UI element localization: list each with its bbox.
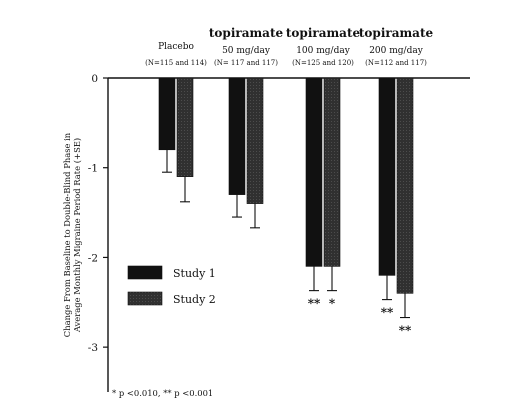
- significance-annotation: **: [381, 306, 394, 320]
- group-n: (N=112 and 117): [365, 59, 427, 67]
- group-n: (N= 117 and 117): [214, 59, 278, 67]
- y-axis-label-line: Average Monthly Migraine Period Rate (+S…: [72, 138, 82, 333]
- y-tick-label: 0: [91, 73, 98, 85]
- footer: * p <0.010, ** p <0.001: [112, 388, 213, 398]
- bars-layer: [158, 77, 414, 294]
- error-bars-layer: [162, 149, 410, 319]
- y-tick-label: -1: [88, 163, 98, 175]
- study-2-bar: [246, 77, 264, 204]
- significance-annotation: *: [329, 297, 336, 311]
- study-1-bar: [378, 77, 396, 276]
- y-tick-label: -2: [88, 252, 98, 264]
- study-2-bar: [323, 77, 341, 267]
- legend: Study 1 Study 2: [127, 265, 216, 306]
- study-2-bar: [176, 77, 194, 177]
- group-title: Placebo: [158, 42, 194, 52]
- group-title: topiramate: [286, 26, 361, 40]
- legend-label-study-2: Study 2: [173, 293, 216, 306]
- significance-annotation: **: [399, 324, 412, 338]
- significance-annotation: **: [308, 297, 321, 311]
- group-subtitle: 200 mg/day: [369, 46, 423, 56]
- legend-label-study-1: Study 1: [173, 267, 216, 280]
- group-n: (N=115 and 114): [145, 59, 207, 67]
- study-1-bar: [228, 77, 246, 195]
- study-1-bar: [158, 77, 176, 151]
- group-subtitle: 100 mg/day: [296, 46, 350, 56]
- group-subtitle: 50 mg/day: [222, 46, 271, 56]
- legend-swatch-study-1: [127, 265, 163, 280]
- y-axis-label: Change From Baseline to Double-Blind Pha…: [62, 132, 82, 337]
- plot-layer: [103, 77, 470, 392]
- group-title: topiramate: [209, 26, 284, 40]
- group-n: (N=125 and 120): [292, 59, 354, 67]
- legend-swatch-study-2: [127, 291, 163, 306]
- study-1-bar: [305, 77, 323, 267]
- y-tick-label: -3: [88, 342, 98, 354]
- group-title: topiramate: [359, 26, 434, 40]
- y-axis-label-line: Change From Baseline to Double-Blind Pha…: [62, 132, 72, 337]
- footnote: * p <0.010, ** p <0.001: [112, 388, 213, 398]
- labels-layer: 0 -1 -2 -3 Change From Baseline to Double-Bl…: [62, 26, 433, 354]
- study-2-bar: [396, 77, 414, 294]
